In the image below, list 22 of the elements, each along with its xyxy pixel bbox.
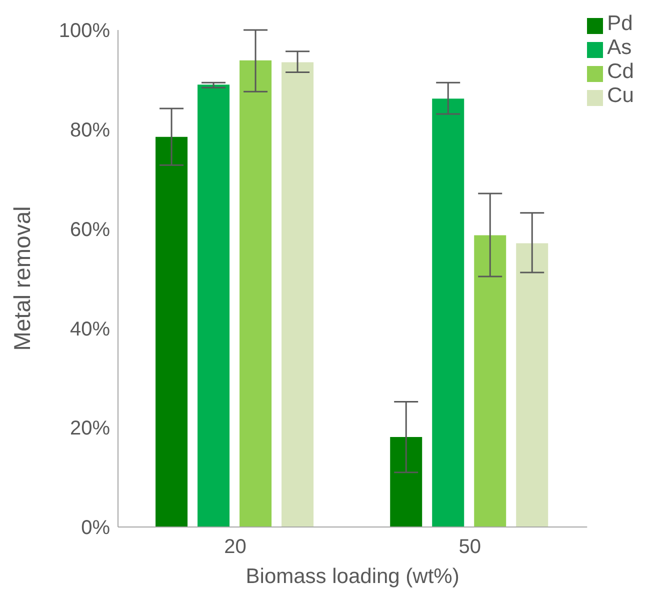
y-tick-label: 80%: [70, 120, 110, 142]
bar: [390, 437, 422, 527]
bar: [474, 235, 506, 527]
legend-label: Cd: [607, 60, 634, 83]
y-tick-label: 0%: [81, 517, 110, 540]
bar: [156, 136, 188, 527]
y-axis-title: Metal removal: [9, 206, 36, 351]
bar: [432, 98, 464, 527]
y-tick-label: 100%: [58, 20, 110, 42]
bar: [282, 62, 314, 527]
x-tick-label: 50: [458, 536, 481, 558]
x-axis-title: Biomass loading (wt%): [246, 565, 460, 588]
bar: [240, 60, 272, 527]
x-tick-label: 20: [224, 536, 246, 558]
y-tick-label: 60%: [70, 218, 110, 241]
legend-label: Cu: [607, 84, 634, 107]
bar: [516, 243, 548, 527]
legend-label: As: [607, 36, 632, 59]
y-tick-label: 40%: [70, 318, 110, 340]
bar: [198, 84, 230, 527]
y-tick-label: 20%: [70, 418, 110, 440]
legend-label: Pd: [607, 12, 633, 35]
